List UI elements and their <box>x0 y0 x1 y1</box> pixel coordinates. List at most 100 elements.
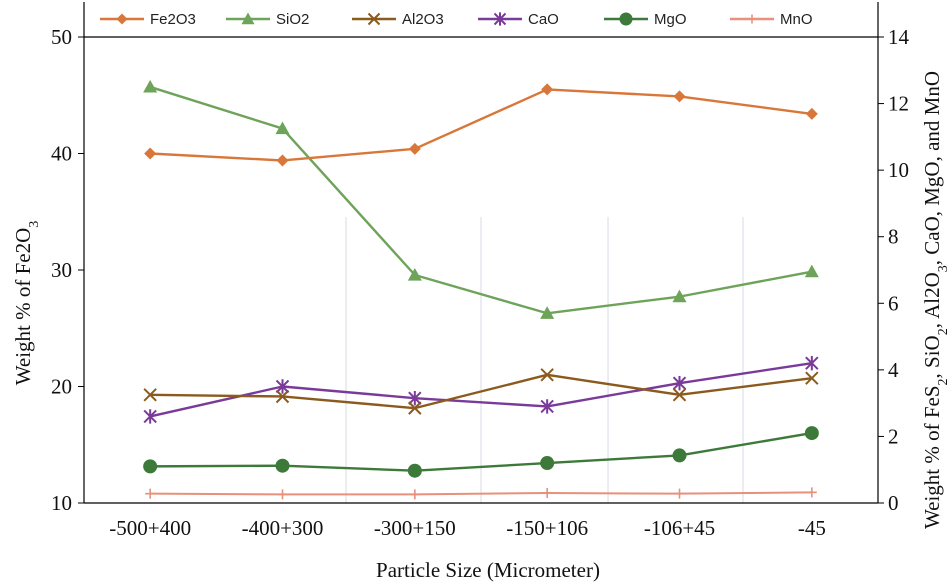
y-axis-left-title-main: Weight % of Fe2O <box>11 228 35 386</box>
data-point-sio2 <box>143 79 158 93</box>
series-line-sio2 <box>149 85 813 315</box>
series-line-al2o3 <box>150 373 812 410</box>
x-tick-label: -106+45 <box>644 516 715 540</box>
x-tick-label: -150+106 <box>506 516 588 540</box>
series-line-mgo <box>150 431 813 472</box>
y-left-tick-label: 40 <box>51 142 72 166</box>
series-layer <box>143 79 819 500</box>
series-line-mno <box>150 491 812 496</box>
data-point-cao <box>805 356 819 371</box>
data-point-fe2o3 <box>144 147 157 160</box>
legend-label: MnO <box>780 11 813 28</box>
y-axis-right-title-part: , SiO <box>920 335 944 378</box>
data-point-mgo <box>143 459 158 474</box>
series-cao <box>143 356 819 424</box>
data-point-sio2 <box>407 267 422 281</box>
y-right-tick-label: 8 <box>888 225 899 249</box>
x-tick-label: -400+300 <box>242 516 324 540</box>
y-left-tick-label: 20 <box>51 375 72 399</box>
data-point-mgo <box>275 458 290 473</box>
data-point-fe2o3 <box>408 142 421 155</box>
y-axis-right-title-sub: 3 <box>936 265 948 272</box>
legend-marker <box>493 12 507 26</box>
data-point-mno <box>806 487 817 498</box>
data-point-cao <box>275 379 290 394</box>
x-tick-label: -500+400 <box>109 516 191 540</box>
y-axis-right-title: Weight % of FeS2, SiO2, Al2O3, CaO, MgO,… <box>920 71 948 529</box>
y-axis-right-title-part: , CaO, MgO, and MnO <box>920 71 944 265</box>
legend-marker <box>619 12 633 26</box>
y-axis-right-title-sub: 2 <box>936 378 948 385</box>
series-sio2 <box>143 79 819 319</box>
legend-item-mno: MnO <box>730 11 813 28</box>
y-axis-left-title: Weight % of Fe2O3 <box>11 221 42 386</box>
y-left-tick-label: 50 <box>51 25 72 49</box>
legend-item-fe2o3: Fe2O3 <box>100 11 196 28</box>
legend-item-mgo: MgO <box>604 11 687 28</box>
data-point-sio2 <box>540 306 555 319</box>
data-point-al2o3 <box>805 371 819 385</box>
y-axis-right-title-sub: 2 <box>936 328 948 335</box>
legend-label: Fe2O3 <box>150 11 196 28</box>
data-point-cao <box>143 409 157 424</box>
data-point-cao <box>540 399 554 414</box>
legend-label: MgO <box>654 11 687 28</box>
data-point-mgo <box>540 456 555 471</box>
y-right-tick-label: 6 <box>888 291 899 315</box>
data-point-fe2o3 <box>541 83 554 96</box>
series-line-cao <box>149 362 813 418</box>
y-right-tick-label: 14 <box>888 25 910 49</box>
data-point-sio2 <box>804 264 819 278</box>
legend-label: Al2O3 <box>402 11 444 28</box>
legend-item-cao: CaO <box>478 11 559 28</box>
data-point-fe2o3 <box>673 90 686 103</box>
data-point-mno <box>542 488 553 499</box>
data-point-mgo <box>407 463 422 478</box>
data-point-al2o3 <box>143 388 157 402</box>
x-tick-label: -300+150 <box>374 516 456 540</box>
series-mno <box>145 487 817 500</box>
series-mgo <box>143 426 819 478</box>
legend-marker <box>116 13 128 25</box>
y-right-tick-label: 2 <box>888 424 899 448</box>
series-fe2o3 <box>144 83 818 167</box>
plot-background <box>345 217 744 503</box>
axes: 10 20 30 40 50 0 2 4 6 8 10 12 14 -500+400 -400+300 -30… <box>51 2 910 540</box>
legend-marker <box>747 14 757 24</box>
y-right-tick-label: 4 <box>888 358 899 382</box>
legend-label: CaO <box>528 11 559 28</box>
x-axis-title: Particle Size (Micrometer) <box>376 558 600 582</box>
legend-marker <box>367 12 381 26</box>
data-point-mno <box>145 488 156 499</box>
series-al2o3 <box>143 368 819 415</box>
legend-item-sio2: SiO2 <box>226 11 309 28</box>
y-axis-right-title-part: , Al2O <box>920 272 944 328</box>
data-point-fe2o3 <box>276 154 289 167</box>
y-left-tick-label: 10 <box>51 491 72 515</box>
data-point-cao <box>672 375 687 391</box>
data-point-mno <box>674 488 685 499</box>
data-point-mno <box>277 489 288 500</box>
legend: Fe2O3 SiO2 Al2O3 CaO MgO MnO <box>100 11 813 28</box>
y-axis-left-title-sub: 3 <box>27 221 42 228</box>
data-point-cao <box>408 390 422 406</box>
data-point-sio2 <box>672 289 687 303</box>
data-point-al2o3 <box>275 389 290 404</box>
data-point-mgo <box>672 448 687 463</box>
legend-marker <box>241 12 255 25</box>
data-point-al2o3 <box>540 368 554 382</box>
series-line-fe2o3 <box>150 88 812 162</box>
y-right-tick-label: 10 <box>888 158 909 182</box>
data-point-fe2o3 <box>805 107 818 120</box>
data-point-sio2 <box>275 121 290 135</box>
x-tick-label: -45 <box>798 516 826 540</box>
data-point-mgo <box>804 426 819 441</box>
data-point-mno <box>409 489 420 500</box>
legend-label: SiO2 <box>276 11 309 28</box>
y-right-tick-label: 12 <box>888 92 909 116</box>
y-axis-right-title-part: Weight % of FeS <box>920 385 944 529</box>
y-left-tick-label: 30 <box>51 258 72 282</box>
data-point-al2o3 <box>672 388 687 402</box>
legend-item-al2o3: Al2O3 <box>352 11 444 28</box>
